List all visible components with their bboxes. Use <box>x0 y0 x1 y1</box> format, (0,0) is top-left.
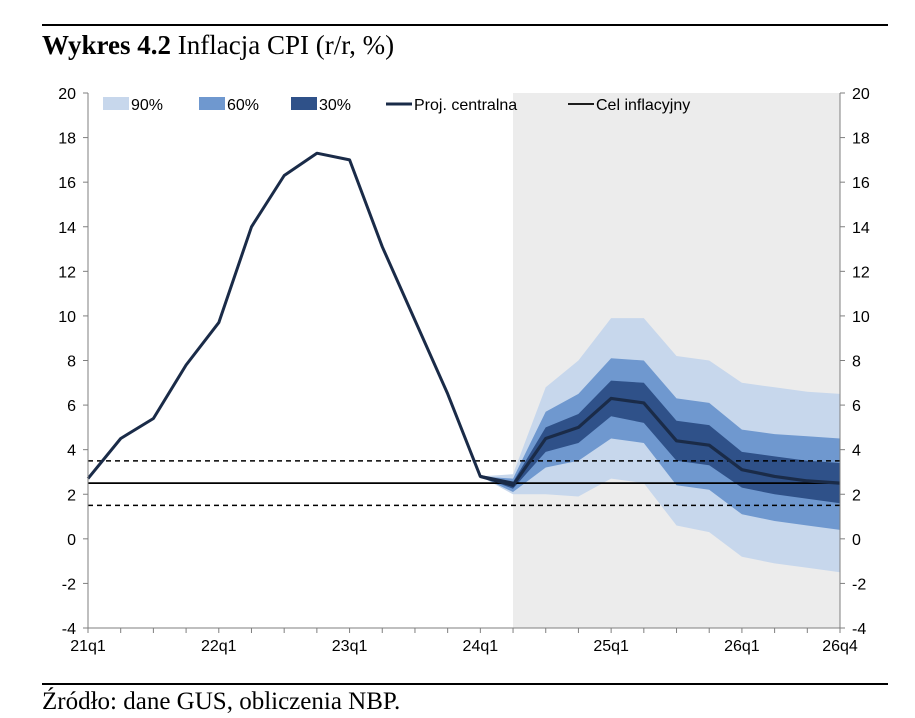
x-tick-label: 23q1 <box>332 638 368 655</box>
y-tick-label-right: 8 <box>852 354 861 371</box>
y-tick-label-left: 16 <box>58 175 76 192</box>
cpi-chart: -4 -4 -2 -2 0 0 2 2 4 4 6 6 8 8 10 10 12 12 14 14 16 16 18 18 20… <box>58 86 870 655</box>
x-tick-label: 25q1 <box>593 638 629 655</box>
y-tick-label-left: 4 <box>67 443 76 460</box>
y-tick-label-right: 16 <box>852 175 870 192</box>
x-tick-label: 26q4 <box>822 638 858 655</box>
y-tick-label-right: -4 <box>852 621 866 638</box>
x-tick-label: 21q1 <box>70 638 106 655</box>
y-tick-label-left: -2 <box>62 576 76 593</box>
y-tick-label-left: 14 <box>58 220 76 237</box>
legend-label: 60% <box>227 97 259 114</box>
chart-title: Wykres 4.2 Inflacja CPI (r/r, %) <box>42 30 394 61</box>
x-tick-label: 24q1 <box>463 638 499 655</box>
reference-lines-layer <box>88 460 840 507</box>
y-tick-label-right: 10 <box>852 309 870 326</box>
y-tick-label-left: 2 <box>67 487 76 504</box>
y-tick-label-right: 18 <box>852 131 870 148</box>
source-note: Źródło: dane GUS, obliczenia NBP. <box>42 688 401 715</box>
legend-label: 30% <box>319 97 351 114</box>
legend: 90% 60% 30% Proj. centralna Cel inflacyjny <box>103 97 690 114</box>
cpi-series-layer <box>86 151 841 487</box>
y-tick-label-left: -4 <box>62 621 76 638</box>
bottom-rule <box>42 683 888 685</box>
x-tick-label: 22q1 <box>201 638 237 655</box>
legend-label: Proj. centralna <box>414 97 517 114</box>
y-tick-label-right: 0 <box>852 532 861 549</box>
x-tick-label: 26q1 <box>724 638 760 655</box>
y-tick-label-right: -2 <box>852 576 866 593</box>
legend-label: Cel inflacyjny <box>596 97 690 114</box>
chart-title-text: Inflacja CPI (r/r, %) <box>177 30 395 60</box>
legend-label: 90% <box>131 97 163 114</box>
y-tick-label-left: 0 <box>67 532 76 549</box>
y-tick-label-right: 12 <box>852 264 870 281</box>
y-tick-label-left: 6 <box>67 398 76 415</box>
y-tick-label-right: 4 <box>852 443 861 460</box>
y-tick-label-left: 10 <box>58 309 76 326</box>
y-tick-label-left: 12 <box>58 264 76 281</box>
y-tick-label-right: 20 <box>852 86 870 103</box>
chart-number: Wykres 4.2 <box>42 30 172 60</box>
central-projection-line <box>479 396 841 487</box>
legend-swatch-90pct <box>103 97 129 110</box>
legend-swatch-30pct <box>291 97 317 110</box>
y-tick-label-right: 6 <box>852 398 861 415</box>
y-tick-label-left: 8 <box>67 354 76 371</box>
y-tick-label-right: 14 <box>852 220 870 237</box>
y-tick-label-left: 20 <box>58 86 76 103</box>
cpi-history-line <box>86 151 514 485</box>
y-tick-label-right: 2 <box>852 487 861 504</box>
top-rule <box>42 24 888 26</box>
legend-swatch-60pct <box>199 97 225 110</box>
y-tick-label-left: 18 <box>58 131 76 148</box>
axes-layer: -4 -4 -2 -2 0 0 2 2 4 4 6 6 8 8 10 10 12 12 14 14 16 16 18 18 20… <box>58 86 870 655</box>
